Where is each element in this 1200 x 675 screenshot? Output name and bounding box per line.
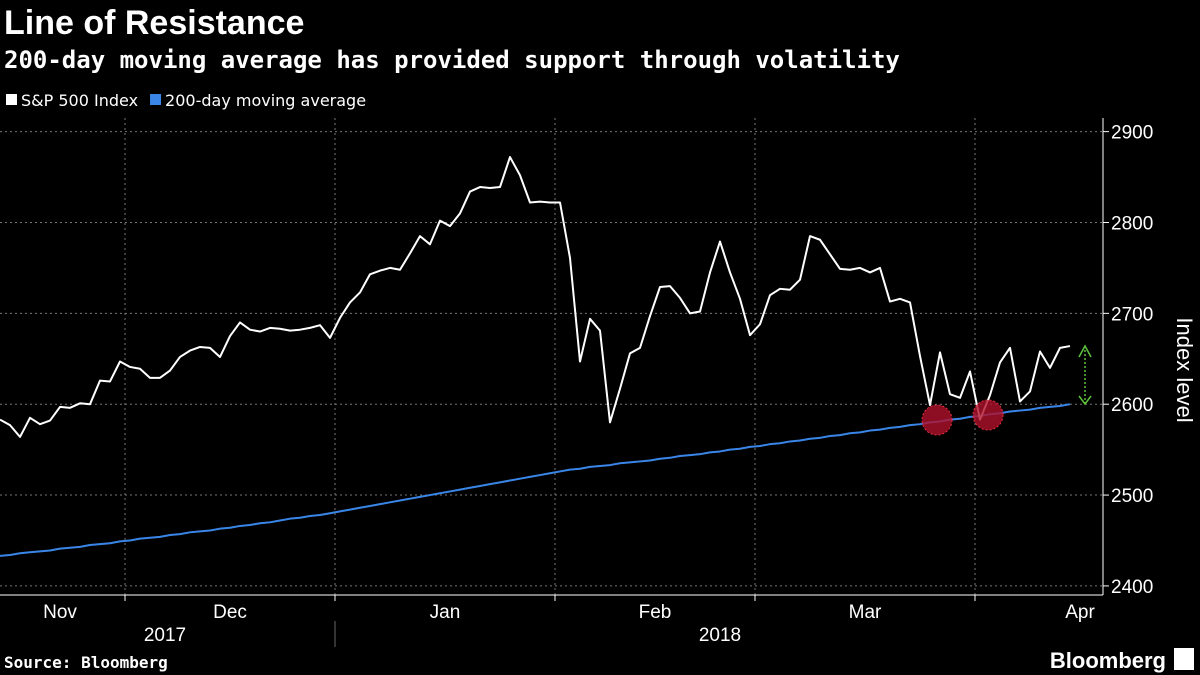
y-tick-label: 2600	[1111, 395, 1153, 416]
chart-title: Line of Resistance	[4, 4, 304, 42]
highlight	[921, 404, 953, 436]
x-tick-label: Mar	[849, 602, 882, 623]
x-tick-label: Feb	[639, 602, 672, 623]
gap-arrow	[1078, 344, 1092, 406]
x-tick-label: Jan	[430, 602, 461, 623]
brand-icon	[1174, 648, 1194, 670]
brand: Bloomberg	[1050, 648, 1166, 673]
year-label: 2018	[699, 625, 741, 646]
legend-swatch	[6, 94, 17, 105]
legend-label: S&P 500 Index	[21, 91, 138, 110]
chart-subtitle: 200-day moving average has provided supp…	[4, 46, 900, 74]
legend-label: 200-day moving average	[165, 91, 366, 110]
y-tick-label: 2900	[1111, 123, 1153, 144]
x-tick-label: Nov	[43, 602, 77, 623]
y-tick-label: 2500	[1111, 486, 1153, 507]
y-tick-label: 2700	[1111, 304, 1153, 325]
y-tick-label: 2400	[1111, 577, 1153, 598]
line	[0, 403, 1071, 557]
highlight	[972, 399, 1004, 431]
line	[0, 156, 1071, 438]
legend-swatch	[150, 94, 162, 105]
y-tick-label: 2800	[1111, 213, 1153, 234]
x-tick-label: Dec	[213, 602, 247, 623]
year-label: 2017	[144, 625, 186, 646]
plot: 2400 2500 2600 2700 2800 2900 Nov Dec Jan Feb Mar A…	[0, 91, 1153, 647]
source: Source: Bloomberg	[4, 653, 168, 672]
x-tick-label: Apr	[1065, 602, 1095, 623]
y-axis-label: Index level	[1172, 317, 1197, 422]
